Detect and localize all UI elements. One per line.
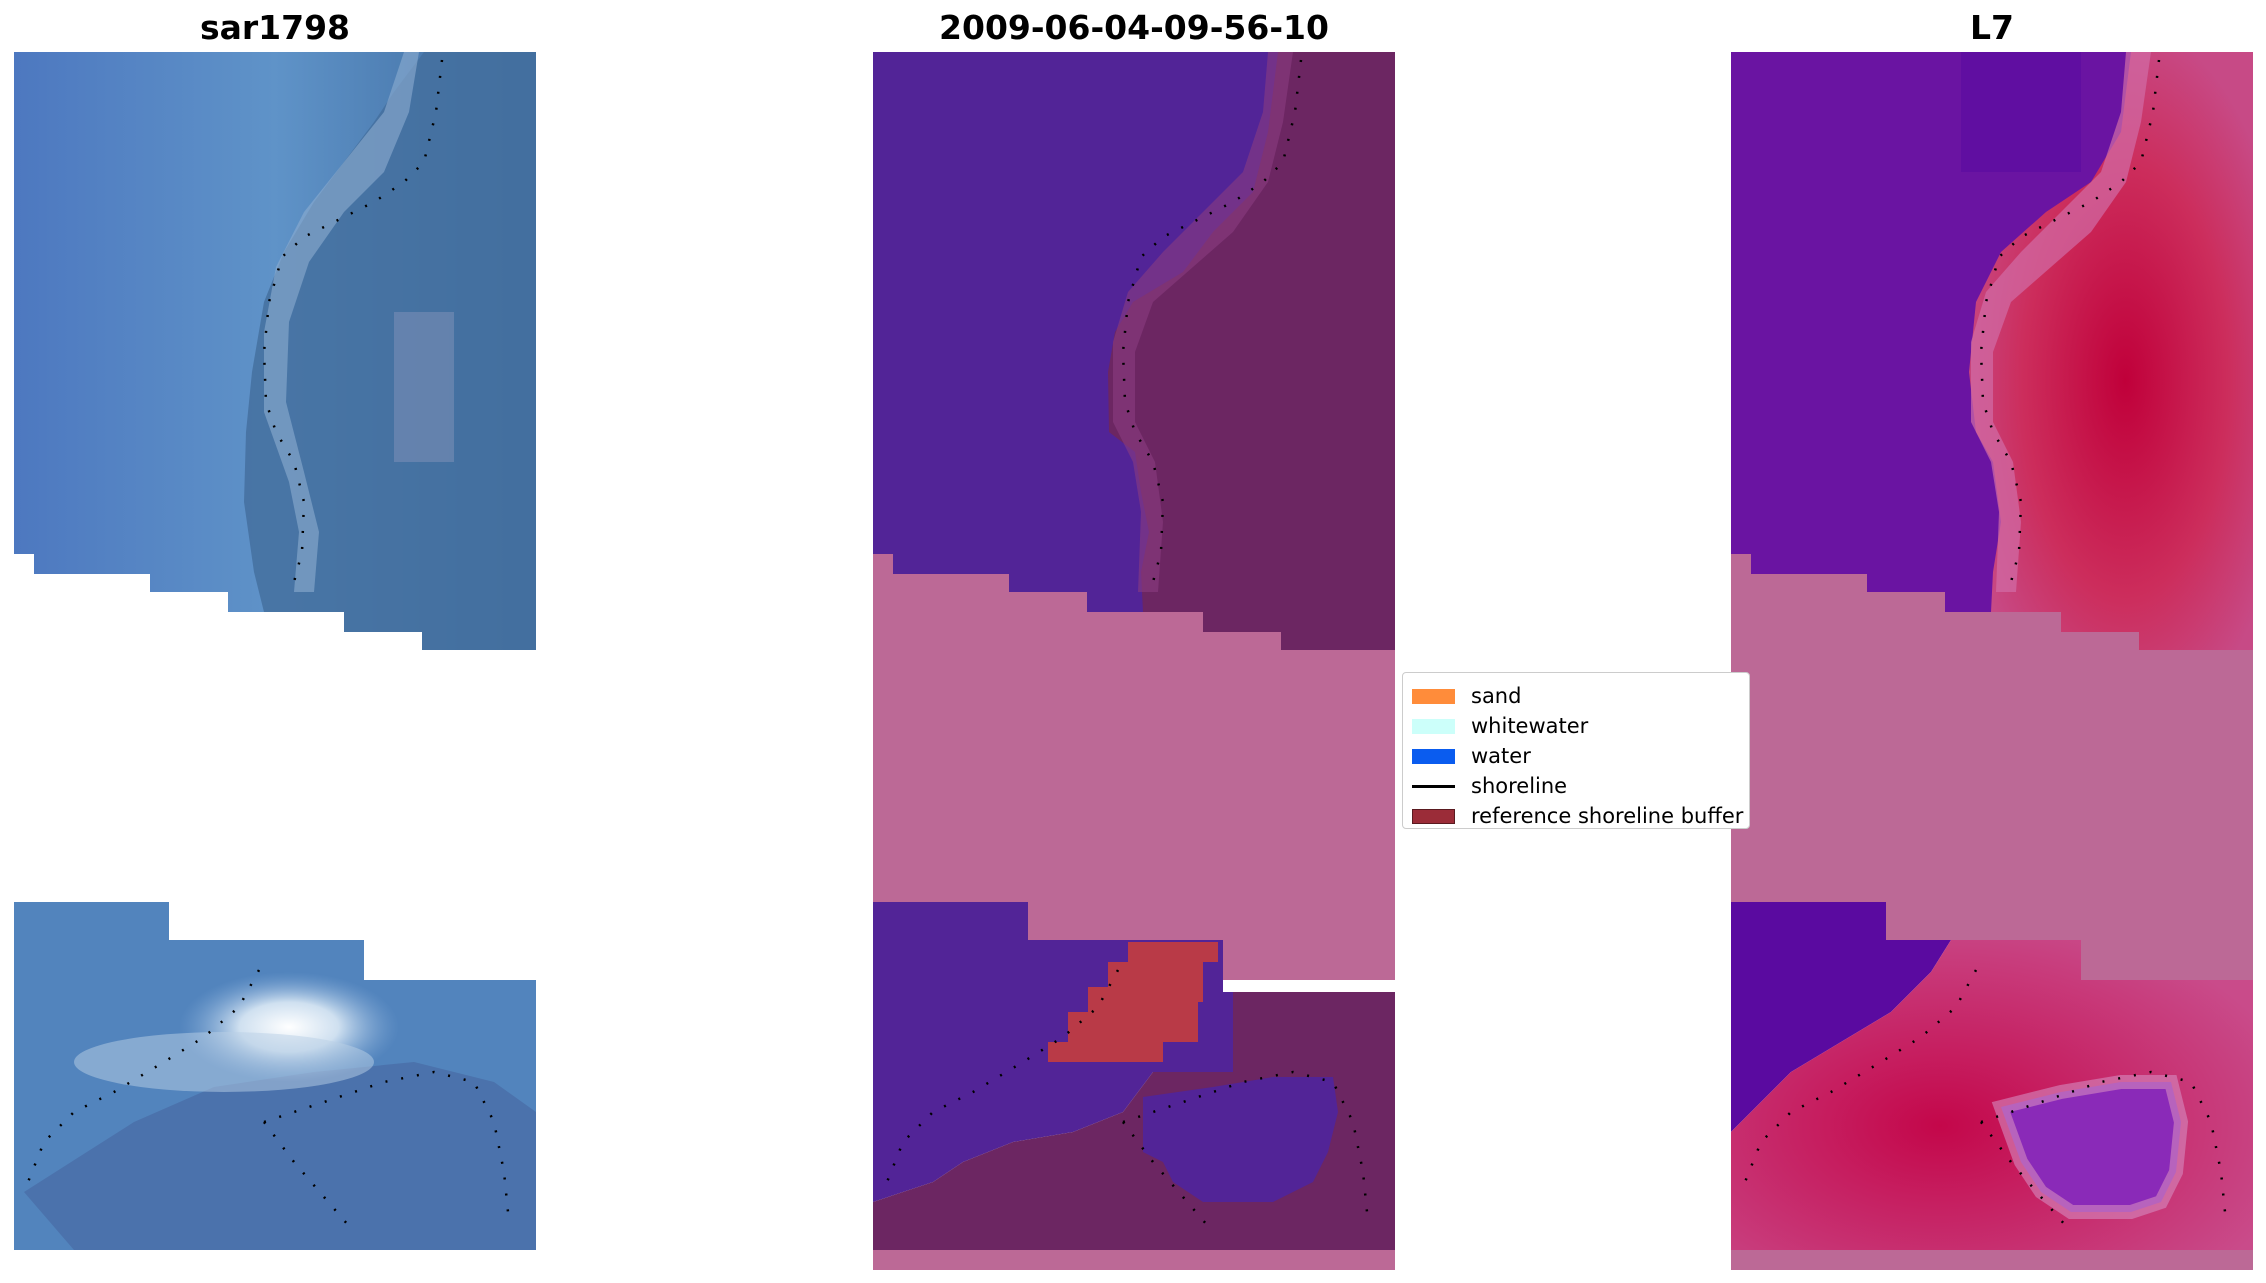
legend-item-shoreline: shoreline [1412,773,1567,799]
mndwi-panel [1731,52,2253,1270]
panel-title-classification: 2009-06-04-09-56-10 [939,8,1329,47]
legend-swatch-sand [1412,688,1455,704]
legend-label-reference-buffer: reference shoreline buffer [1471,804,1744,828]
rgb-blue-spot [394,312,454,462]
legend-label-sand: sand [1471,684,1522,708]
legend-item-reference-buffer: reference shoreline buffer [1412,803,1743,829]
mndwi-land-top [1969,52,2253,650]
legend-swatch-whitewater [1412,718,1455,734]
class-buffer-top [1113,52,1293,592]
panel-title-mndwi: L7 [1970,8,2014,47]
class-land-top [1108,52,1395,650]
class-shoreline-bottom-a [881,969,1120,1193]
classification-panel [873,52,1395,1270]
mndwi-nodata-overlay [1731,554,2253,980]
class-shoreline-bottom-b [1122,1070,1370,1223]
legend-item-whitewater: whitewater [1412,713,1588,739]
legend-label-water: water [1471,744,1531,768]
legend-label-shoreline: shoreline [1471,774,1568,798]
mndwi-water-pond [2001,1082,2181,1212]
rgb-shoreline-bottom-a [22,969,261,1193]
legend-item-water: water [1412,743,1531,769]
mndwi-nodata-bottom [1731,1250,2253,1270]
rgb-land-bottom [24,1062,536,1250]
rgb-shoreline-bottom-b [263,1070,511,1223]
legend-item-sand: sand [1412,683,1521,709]
legend-swatch-reference-buffer [1412,808,1455,824]
class-sand-highlight [1048,942,1218,1062]
nodata-overlay-bottom [873,1250,1395,1270]
nodata-overlay [873,554,1395,980]
legend-line-shoreline [1412,784,1455,788]
legend-label-whitewater: whitewater [1471,714,1589,738]
legend-swatch-water [1412,748,1455,764]
legend: sand whitewater water shoreline referenc… [1402,672,1750,829]
mndwi-buffer-top [1971,52,2151,592]
mndwi-water-bottom [1731,902,1951,1132]
mndwi-shoreline-bottom-b [1980,1070,2228,1223]
rgb-image-panel [14,52,536,1250]
class-water-pond [1143,1077,1338,1202]
rgb-beach-strip [264,52,419,592]
mndwi-shoreline-bottom-a [1739,969,1978,1193]
panel-title-rgb: sar1798 [199,8,351,47]
